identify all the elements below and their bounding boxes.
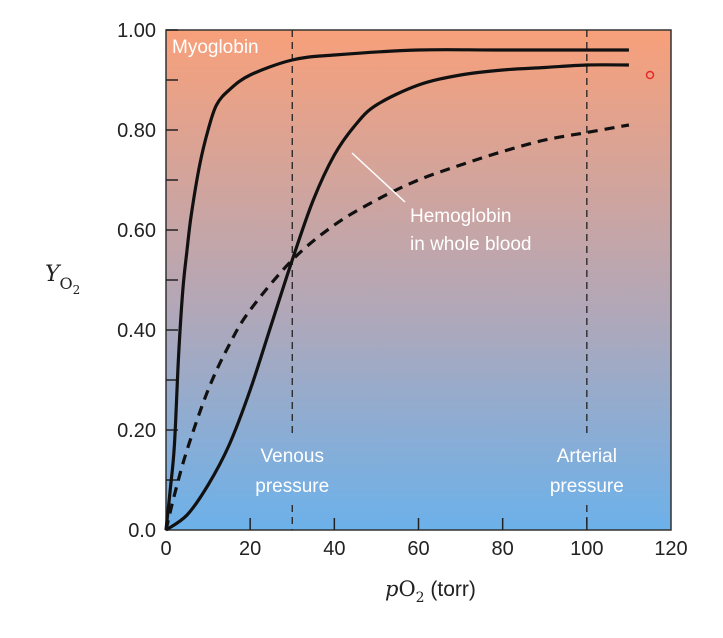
y-tick-label: 0.80 [117, 120, 156, 142]
hemoglobin-label-line1: Hemoglobin [410, 206, 511, 227]
y-axis-label: YO2 [45, 262, 80, 297]
reference-label: pressure [550, 476, 624, 497]
x-tick-label: 40 [323, 538, 345, 560]
series-line-0 [164, 48, 629, 531]
cursor-marker-icon [645, 70, 655, 80]
y-tick-label: 0.0 [128, 520, 156, 542]
x-tick-label: 60 [407, 538, 429, 560]
reference-label: pressure [255, 476, 329, 497]
plot-area [165, 29, 672, 531]
x-tick-label: 20 [239, 538, 261, 560]
x-axis-label: pO2 (torr) [385, 577, 476, 606]
series-line-2 [164, 123, 630, 531]
x-tick-label: 0 [160, 538, 171, 560]
myoglobin-label: Myoglobin [172, 37, 259, 58]
reference-label: Venous [261, 446, 324, 467]
hemoglobin-leader-line [351, 152, 406, 203]
series-line-1 [165, 63, 629, 532]
x-tick-label: 100 [570, 538, 603, 560]
y-tick-label: 0.20 [117, 420, 156, 442]
x-tick-label: 120 [654, 538, 687, 560]
y-tick-label: 0.60 [117, 220, 156, 242]
x-tick-label: 80 [492, 538, 514, 560]
y-tick-label: 1.00 [117, 20, 156, 42]
hemoglobin-label-line2: in whole blood [410, 234, 531, 255]
y-tick-label: 0.40 [117, 320, 156, 342]
reference-label: Arterial [557, 446, 617, 467]
